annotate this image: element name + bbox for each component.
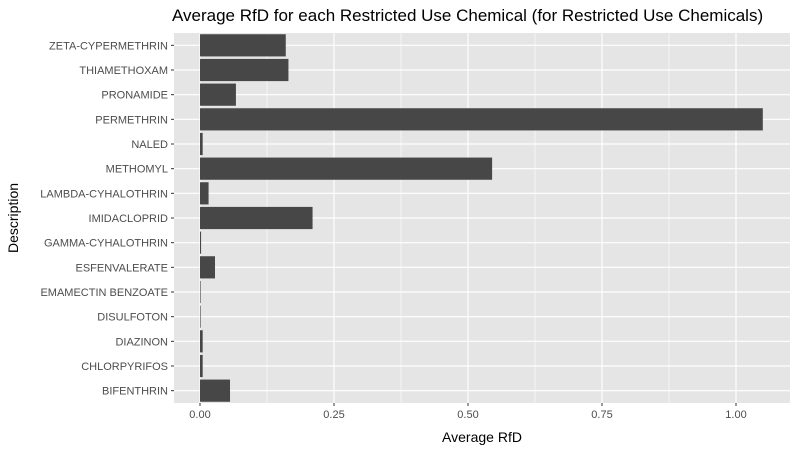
y-tick-label: PERMETHRIN <box>95 114 168 126</box>
x-axis-ticks: 0.00 0.25 0.50 0.75 1.00 <box>189 403 747 421</box>
y-tick-label: IMIDACLOPRID <box>89 213 169 225</box>
bar <box>200 132 203 156</box>
bar <box>200 206 313 230</box>
x-tick-label: 1.00 <box>725 409 746 421</box>
y-tick-label: METHOMYL <box>106 164 168 176</box>
y-tick-label: ZETA-CYPERMETHRIN <box>49 40 168 52</box>
y-tick-label: NALED <box>131 139 168 151</box>
y-tick-label: LAMBDA-CYHALOTHRIN <box>40 188 168 200</box>
y-tick-label: ESFENVALERATE <box>75 262 168 274</box>
y-axis-ticks: ZETA-CYPERMETHRIN THIAMETHOXAM PRONAMIDE PE… <box>40 40 174 398</box>
y-tick-label: THIAMETHOXAM <box>79 65 168 77</box>
bar <box>200 182 209 205</box>
y-tick-label: EMAMECTIN BENZOATE <box>40 287 168 299</box>
bar <box>200 157 493 180</box>
bar <box>200 379 231 402</box>
y-tick-label: BIFENTHRIN <box>102 386 168 398</box>
x-tick-label: 0.25 <box>323 409 344 421</box>
bar <box>200 305 201 328</box>
x-tick-label: 0.00 <box>189 409 210 421</box>
bar <box>200 280 201 304</box>
bar <box>200 58 289 82</box>
y-tick-label: GAMMA-CYHALOTHRIN <box>44 238 168 250</box>
bar <box>200 108 763 131</box>
y-tick-label: DIAZINON <box>115 336 168 348</box>
bar <box>200 354 203 378</box>
bar <box>200 256 216 279</box>
x-axis-title: Average RfD <box>442 429 522 445</box>
bar <box>200 34 286 57</box>
y-tick-label: DISULFOTON <box>97 312 168 324</box>
bars <box>200 34 763 402</box>
bar <box>200 330 203 353</box>
y-tick-label: CHLORPYRIFOS <box>81 361 168 373</box>
bar <box>200 83 236 106</box>
chart-title: Average RfD for each Restricted Use Chem… <box>172 6 763 25</box>
bar <box>200 231 202 254</box>
y-axis-title: Description <box>5 183 21 253</box>
y-tick-label: PRONAMIDE <box>101 90 168 102</box>
x-tick-label: 0.50 <box>457 409 478 421</box>
x-tick-label: 0.75 <box>591 409 612 421</box>
